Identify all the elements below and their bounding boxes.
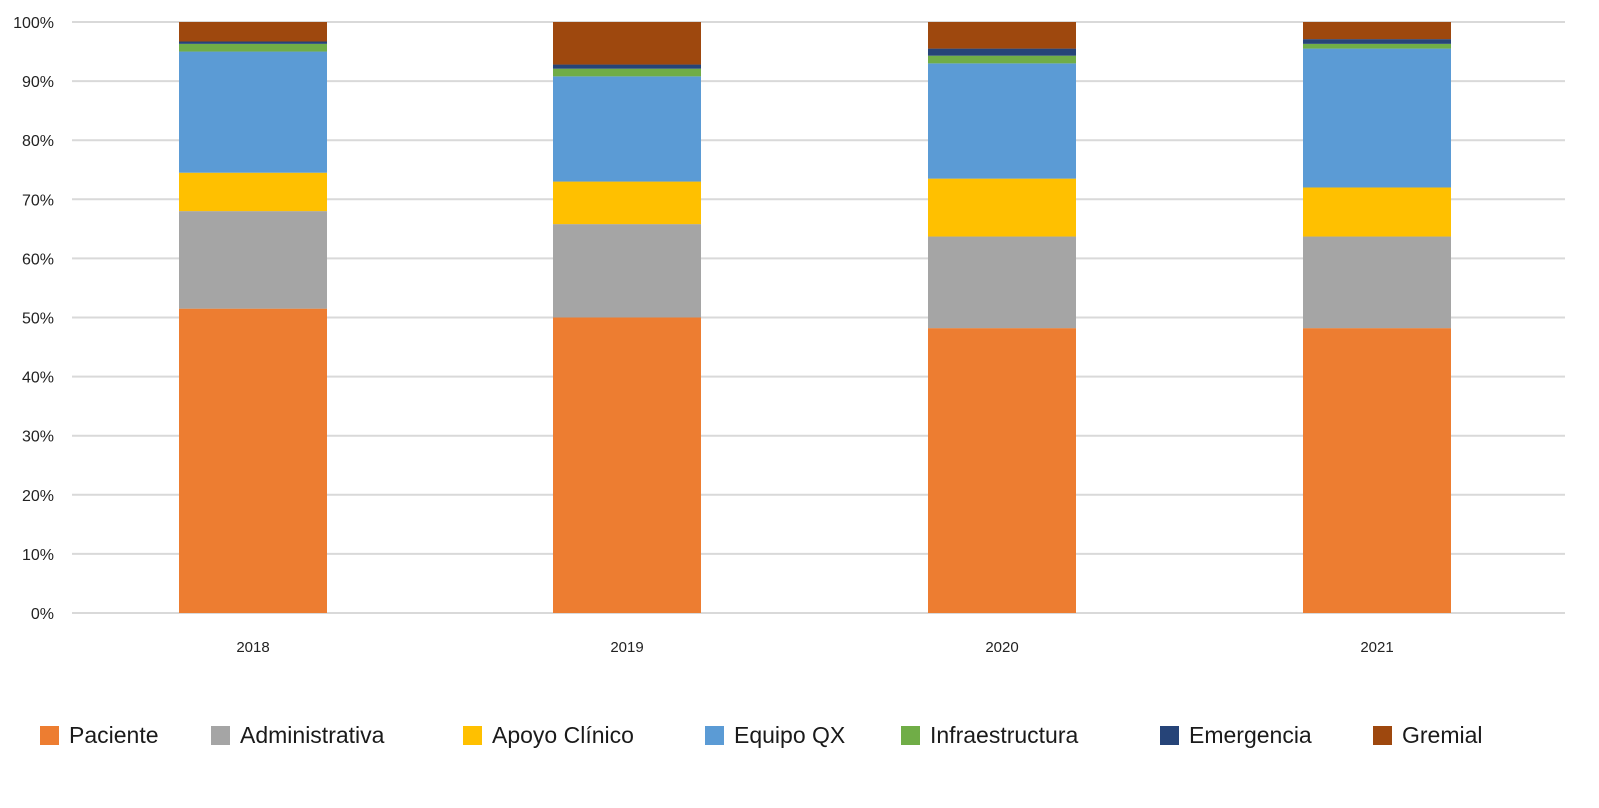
- legend-item-paciente: Paciente: [40, 722, 159, 748]
- bar-segment-infraestructura-2018: [179, 43, 327, 52]
- x-category-label: 2021: [1360, 639, 1393, 656]
- legend-swatch: [211, 726, 230, 745]
- legend-label: Equipo QX: [734, 722, 845, 748]
- bar-segment-apoyo-cl-nico-2018: [179, 172, 327, 212]
- bar-segment-paciente-2019: [553, 317, 701, 613]
- bar-segment-equipo-qx-2018: [179, 51, 327, 173]
- y-tick-label: 90%: [22, 74, 54, 91]
- legend-item-apoyo-cl-nico: Apoyo Clínico: [463, 722, 634, 748]
- y-tick-label: 80%: [22, 133, 54, 150]
- legend-label: Infraestructura: [930, 722, 1078, 748]
- bar-segment-apoyo-cl-nico-2021: [1303, 187, 1451, 237]
- y-tick-label: 10%: [22, 547, 54, 564]
- bar-segment-paciente-2021: [1303, 328, 1451, 613]
- bar-segment-apoyo-cl-nico-2019: [553, 181, 701, 225]
- y-axis-tick-labels: 0% 10% 20% 30% 40% 50% 60% 70% 80% 90% 100%: [13, 15, 54, 623]
- legend-label: Paciente: [69, 722, 159, 748]
- legend-swatch: [463, 726, 482, 745]
- bar-segment-administrativa-2019: [553, 224, 701, 318]
- legend-swatch: [1160, 726, 1179, 745]
- legend-label: Apoyo Clínico: [492, 722, 634, 748]
- y-tick-label: 0%: [31, 606, 54, 623]
- y-tick-label: 50%: [22, 311, 54, 328]
- legend-item-infraestructura: Infraestructura: [901, 722, 1078, 748]
- legend-swatch: [40, 726, 59, 745]
- bar-segment-emergencia-2019: [553, 64, 701, 69]
- legend-item-equipo-qx: Equipo QX: [705, 722, 845, 748]
- legend-item-administrativa: Administrativa: [211, 722, 385, 748]
- bar-segment-administrativa-2018: [179, 211, 327, 309]
- bar-segment-infraestructura-2019: [553, 68, 701, 77]
- legend-item-gremial: Gremial: [1373, 722, 1483, 748]
- legend: Paciente Administrativa Apoyo Clínico Equip…: [40, 722, 1483, 748]
- bar-segment-emergencia-2018: [179, 41, 327, 44]
- bar-segment-administrativa-2020: [928, 236, 1076, 329]
- x-category-label: 2020: [985, 639, 1018, 656]
- legend-label: Emergencia: [1189, 722, 1312, 748]
- y-tick-label: 40%: [22, 370, 54, 387]
- legend-item-emergencia: Emergencia: [1160, 722, 1312, 748]
- y-tick-label: 60%: [22, 251, 54, 268]
- y-tick-label: 20%: [22, 488, 54, 505]
- legend-label: Administrativa: [240, 722, 385, 748]
- legend-swatch: [1373, 726, 1392, 745]
- bar-segment-emergencia-2021: [1303, 39, 1451, 44]
- y-tick-label: 70%: [22, 192, 54, 209]
- bar-segment-gremial-2020: [928, 22, 1076, 49]
- bar-segment-equipo-qx-2019: [553, 76, 701, 182]
- bar-segment-infraestructura-2020: [928, 55, 1076, 64]
- legend-swatch: [705, 726, 724, 745]
- legend-swatch: [901, 726, 920, 745]
- bar-segment-infraestructura-2021: [1303, 43, 1451, 49]
- bar-segment-administrativa-2021: [1303, 236, 1451, 329]
- bar-segment-paciente-2018: [179, 308, 327, 613]
- x-axis-category-labels: 2018 2019 2020 2021: [236, 639, 1393, 656]
- x-category-label: 2018: [236, 639, 269, 656]
- y-tick-label: 100%: [13, 15, 54, 32]
- bar-segment-emergencia-2020: [928, 48, 1076, 56]
- bar-segment-paciente-2020: [928, 328, 1076, 613]
- y-tick-label: 30%: [22, 429, 54, 446]
- bar-segment-gremial-2018: [179, 22, 327, 42]
- x-category-label: 2019: [610, 639, 643, 656]
- bar-segment-gremial-2021: [1303, 22, 1451, 40]
- bar-segment-equipo-qx-2021: [1303, 48, 1451, 188]
- bars: [179, 22, 1451, 613]
- legend-label: Gremial: [1402, 722, 1483, 748]
- bar-segment-gremial-2019: [553, 22, 701, 65]
- bar-segment-apoyo-cl-nico-2020: [928, 178, 1076, 237]
- bar-segment-equipo-qx-2020: [928, 63, 1076, 179]
